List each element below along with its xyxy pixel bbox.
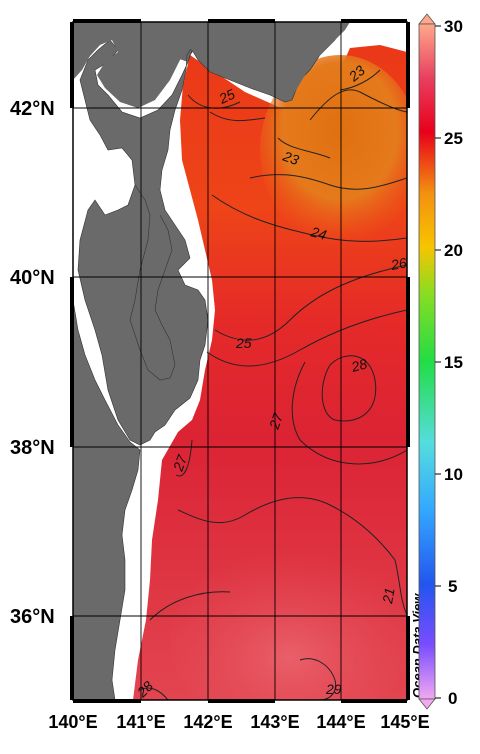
longitude-labels: 140°E 141°E 142°E 143°E 144°E 145°E — [48, 712, 429, 732]
lat-label-40n: 40°N — [10, 267, 55, 289]
lon-label-143e: 143°E — [250, 712, 299, 732]
contour-label: 25 — [216, 86, 238, 108]
colorbar-top-arrow — [418, 13, 436, 25]
contour-label: 24 — [308, 223, 328, 243]
contour-label: 27 — [169, 452, 190, 474]
lat-label-42n: 42°N — [10, 98, 55, 120]
colorbar-bottom-arrow — [418, 698, 436, 710]
lat-label-38n: 38°N — [10, 437, 55, 459]
lat-label-36n: 36°N — [10, 606, 55, 628]
colorbar-tick-label: 0 — [448, 689, 457, 708]
contour-label: 28 — [349, 355, 369, 375]
lon-label-140e: 140°E — [48, 712, 97, 732]
colorbar-tick-label: 30 — [444, 17, 463, 36]
colorbar-tick-label: 20 — [444, 241, 463, 260]
colorbar-ramp — [418, 23, 436, 700]
warm-water-region — [170, 550, 407, 700]
contour-label: 27 — [265, 410, 286, 432]
graticule — [73, 22, 407, 700]
contour-label: 23 — [280, 147, 301, 168]
lon-label-144e: 144°E — [316, 712, 365, 732]
colorbar-tick-label: 15 — [444, 353, 463, 372]
cool-water-region — [260, 55, 407, 245]
colorbar-tick-label: 5 — [448, 577, 457, 596]
contour-label: 25 — [235, 335, 252, 351]
colorbar-tick-label: 25 — [444, 129, 463, 148]
colorbar-tick-label: 10 — [444, 465, 463, 484]
colorbar: 30 25 20 15 10 5 0 — [418, 13, 463, 710]
latitude-labels: 42°N 40°N 38°N 36°N — [10, 98, 55, 628]
contour-label: 29 — [325, 681, 342, 697]
contour-label: 21 — [379, 586, 398, 605]
frame-ticks — [70, 19, 410, 703]
lon-label-145e: 145°E — [380, 712, 429, 732]
contour-label: 26 — [389, 254, 408, 273]
lon-label-142e: 142°E — [183, 712, 232, 732]
lon-label-141e: 141°E — [116, 712, 165, 732]
hokkaido-land — [73, 22, 350, 108]
